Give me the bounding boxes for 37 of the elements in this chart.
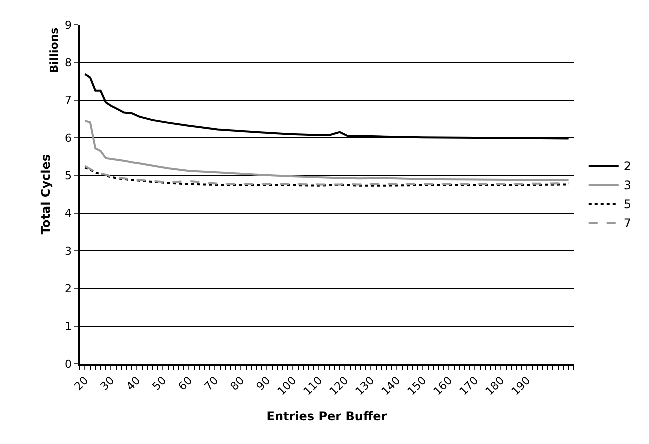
x-tick-label: 80 xyxy=(228,374,248,394)
y-tick-label: 0 xyxy=(65,358,72,371)
y-tick-label: 8 xyxy=(65,56,72,70)
legend-label: 2 xyxy=(624,160,632,174)
x-tick-label: 40 xyxy=(124,374,144,394)
x-axis-title: Entries Per Buffer xyxy=(266,410,388,424)
y-tick-label: 5 xyxy=(65,170,72,183)
x-tick-label: 190 xyxy=(509,374,534,398)
x-tick-label: 20 xyxy=(72,374,92,394)
x-tick-label: 90 xyxy=(254,374,274,394)
x-tick-label: 170 xyxy=(457,374,482,398)
x-tick-label: 140 xyxy=(379,374,404,398)
y-tick-label: 6 xyxy=(65,132,72,145)
x-tick-label: 60 xyxy=(176,374,196,394)
x-tick-label: 130 xyxy=(353,374,378,398)
text: Billions xyxy=(48,27,62,74)
line-series xyxy=(84,120,570,182)
x-tick-label: 70 xyxy=(202,374,222,394)
x-tick-label: 120 xyxy=(327,374,352,398)
y-tick-label: 3 xyxy=(65,244,72,258)
y-tick-label: 7 xyxy=(65,94,72,108)
y-tick-label: 4 xyxy=(65,207,72,220)
legend-label: 3 xyxy=(624,178,632,193)
x-tick-label: 150 xyxy=(405,374,430,398)
y-tick-label: 1 xyxy=(65,320,72,334)
y-tick-label: 9 xyxy=(65,18,72,32)
x-tick-label: 180 xyxy=(483,374,508,398)
line-series xyxy=(84,73,570,140)
y-axis-title: Total Cycles xyxy=(38,154,53,235)
legend-label: 7 xyxy=(624,216,632,231)
x-tick-label: 50 xyxy=(150,374,170,394)
x-tick-label: 100 xyxy=(275,374,300,398)
y-tick-label: 2 xyxy=(65,282,72,296)
x-tick-label: 110 xyxy=(301,374,326,398)
legend-label: 5 xyxy=(624,198,632,212)
x-tick-label: 30 xyxy=(98,374,118,394)
x-tick-label: 160 xyxy=(431,374,456,398)
